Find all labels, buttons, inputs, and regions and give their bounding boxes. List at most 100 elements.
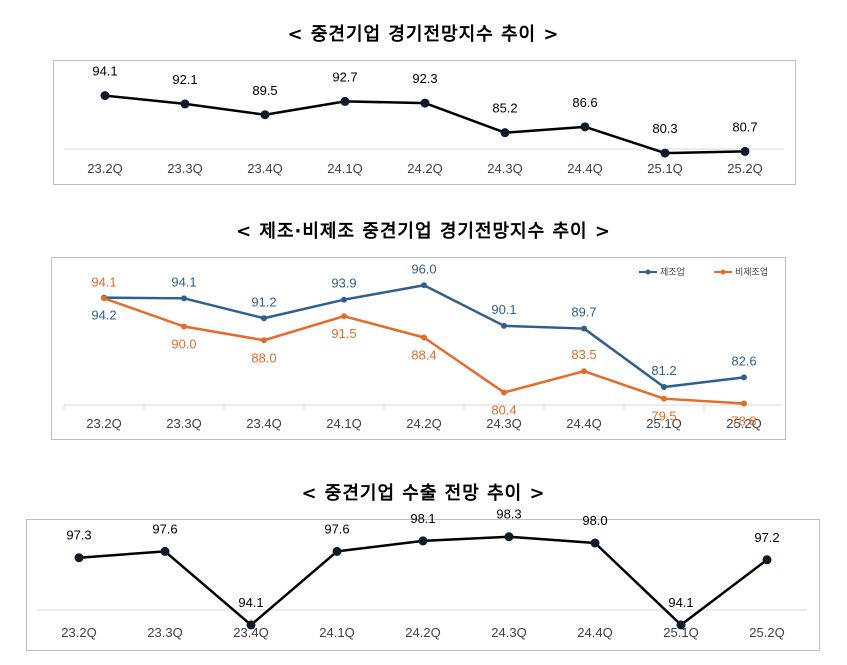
chart3-title: < 중견기업 수출 전망 추이 > (301, 483, 546, 504)
data-label: 97.6 (324, 521, 349, 536)
data-point (501, 322, 507, 329)
data-point (501, 389, 507, 396)
data-label: 97.2 (754, 530, 779, 545)
data-point (332, 546, 342, 556)
data-label: 94.1 (171, 274, 196, 289)
x-tick-label: 25.1Q (646, 416, 681, 431)
data-label: 94.1 (92, 64, 117, 79)
x-tick-label: 23.2Q (87, 161, 122, 176)
data-point (341, 296, 347, 303)
x-tick-label: 24.4Q (577, 625, 612, 640)
data-label: 92.1 (172, 72, 197, 87)
x-tick-label: 24.1Q (326, 416, 361, 431)
x-tick-label: 24.1Q (319, 625, 354, 640)
data-label: 97.6 (152, 521, 177, 536)
data-label: 96.0 (411, 261, 436, 276)
x-tick-label: 24.1Q (327, 161, 362, 176)
chart3-panel: 23.2Q 23.3Q 23.4Q 24.1Q 24.2Q 24.3Q 24.4Q 25.1Q… (26, 507, 820, 651)
data-label: 89.5 (252, 83, 277, 98)
data-label: 80.3 (652, 121, 677, 136)
data-label: 92.7 (332, 69, 357, 84)
data-label: 88.4 (411, 348, 436, 363)
data-point (341, 313, 347, 320)
data-label: 94.2 (91, 308, 116, 323)
data-label: 98.1 (410, 511, 435, 526)
data-label: 94.1 (91, 274, 116, 289)
chart1-title: < 중견기업 경기전망지수 추이 > (287, 24, 560, 45)
data-label: 94.1 (668, 595, 693, 610)
data-point (661, 384, 667, 390)
data-label: 94.1 (238, 595, 263, 610)
x-tick-label: 25.2Q (749, 625, 784, 640)
chart2-title: < 제조·비제조 중견기업 경기전망지수 추이 > (236, 221, 611, 242)
x-tick-label: 23.3Q (166, 416, 201, 431)
x-tick-label: 23.3Q (147, 625, 182, 640)
data-point (101, 295, 107, 302)
x-tick-label: 25.2Q (726, 416, 761, 431)
data-point (261, 337, 267, 344)
data-label: 93.9 (331, 276, 356, 291)
chart2-panel: 23.2Q 23.3Q 23.4Q 24.1Q 24.2Q 24.3Q 24.4Q 25.1Q… (51, 257, 786, 440)
data-point (741, 400, 747, 407)
data-point (581, 325, 587, 332)
data-point (160, 546, 170, 556)
x-tick-label: 23.2Q (61, 625, 96, 640)
x-tick-label: 24.2Q (407, 161, 442, 176)
data-label: 90.1 (491, 302, 516, 317)
data-label: 80.4 (491, 403, 516, 418)
data-label: 83.5 (571, 347, 596, 362)
data-point (74, 553, 84, 563)
data-point (581, 368, 587, 375)
data-point (340, 96, 350, 106)
data-label: 78.8 (731, 414, 756, 429)
x-tick-label: 23.4Q (246, 416, 281, 431)
x-tick-label: 25.2Q (727, 161, 762, 176)
data-point (590, 538, 600, 548)
series-line (78, 535, 768, 627)
data-label: 91.2 (251, 294, 276, 309)
data-point (180, 99, 190, 109)
data-label: 85.2 (492, 101, 517, 116)
data-point (741, 374, 747, 381)
x-tick-label: 23.3Q (167, 161, 202, 176)
legend-label: 비제조업 (735, 267, 768, 278)
data-label: 97.3 (66, 528, 91, 543)
data-point (676, 620, 686, 630)
x-tick-label: 23.4Q (247, 161, 282, 176)
data-label: 82.6 (731, 353, 756, 368)
x-tick-label: 24.4Q (566, 416, 601, 431)
data-label: 79.5 (651, 409, 676, 424)
legend-label: 제조업 (660, 267, 685, 278)
data-point (181, 323, 187, 330)
data-point (660, 148, 670, 158)
data-point (500, 128, 510, 138)
x-tick-label: 25.1Q (647, 161, 682, 176)
data-point (420, 98, 430, 108)
data-label: 80.7 (732, 119, 757, 134)
chart1-panel: 23.2Q 23.3Q 23.4Q 24.1Q 24.2Q 24.3Q 24.4Q 25.1Q… (53, 60, 796, 185)
data-label: 81.2 (651, 363, 676, 378)
data-point (580, 122, 590, 132)
data-point (100, 91, 110, 101)
data-point (418, 536, 428, 546)
x-tick-label: 24.2Q (406, 416, 441, 431)
x-tick-label: 24.3Q (487, 161, 522, 176)
data-point (661, 395, 667, 402)
data-label: 86.6 (572, 95, 597, 110)
data-label: 98.3 (496, 507, 521, 522)
data-label: 92.3 (412, 71, 437, 86)
chart3-svg: 23.2Q 23.3Q 23.4Q 24.1Q 24.2Q 24.3Q 24.4Q 25.1Q… (37, 507, 807, 640)
data-point (261, 315, 267, 322)
data-label: 91.5 (331, 326, 356, 341)
chart1-svg: 23.2Q 23.3Q 23.4Q 24.1Q 24.2Q 24.3Q 24.4Q 25.1Q… (64, 64, 784, 176)
data-point (762, 555, 772, 565)
data-label: 98.0 (582, 513, 607, 528)
x-tick-label: 23.4Q (233, 625, 268, 640)
data-point (504, 532, 514, 542)
x-tick-label: 24.3Q (486, 416, 521, 431)
x-tick-label: 24.3Q (491, 625, 526, 640)
legend-marker (645, 269, 651, 275)
data-point (246, 620, 256, 630)
data-point (740, 146, 750, 156)
data-label: 89.7 (571, 305, 596, 320)
